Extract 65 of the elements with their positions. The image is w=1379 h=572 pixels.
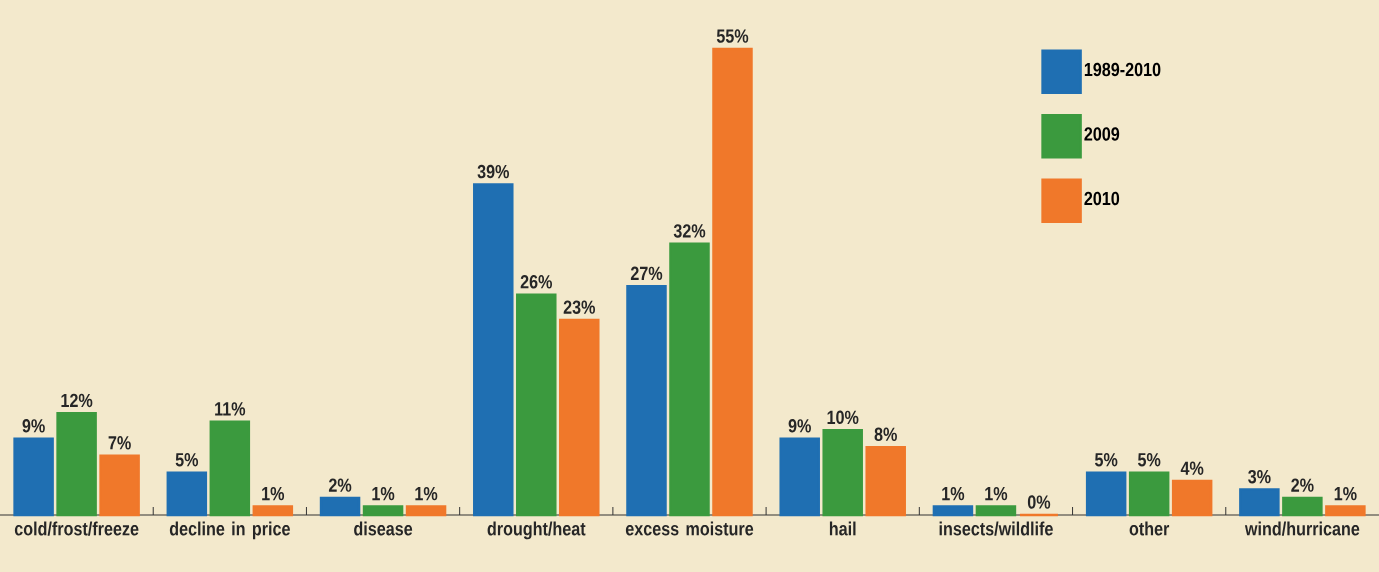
bar [209, 420, 251, 517]
legend-label: 1989-2010 [1084, 62, 1161, 77]
bar [1128, 471, 1170, 517]
data-label: 3% [1248, 469, 1271, 484]
x-tick-label: insects/wildlife [939, 521, 1053, 536]
x-tick-label: decline in price [169, 521, 290, 540]
bar [1325, 505, 1366, 517]
x-tick-label: hail [829, 521, 856, 536]
x-tick-label: drought/heat [487, 521, 586, 540]
data-label: 2% [1291, 478, 1314, 492]
data-label: 5% [175, 453, 199, 467]
data-label: 26% [520, 275, 553, 289]
bar [1171, 479, 1213, 517]
data-label: 1% [372, 486, 395, 501]
bar [99, 454, 140, 517]
bar [405, 505, 447, 517]
bar [975, 505, 1017, 517]
data-label: 9% [22, 419, 45, 433]
data-label: 11% [215, 402, 246, 416]
legend-label: 2009 [1084, 127, 1120, 141]
bar [13, 437, 54, 517]
bar [932, 505, 974, 517]
bar [626, 284, 667, 517]
bar [559, 318, 600, 517]
data-label: 1% [262, 486, 285, 501]
x-tick-label: disease [354, 521, 413, 536]
data-label: 12% [61, 393, 93, 408]
x-tick-label: other [1129, 521, 1170, 536]
data-label: 32% [673, 224, 706, 238]
data-label: 39% [477, 164, 510, 179]
data-label: 5% [1094, 453, 1118, 467]
x-tick-label: excess moisture [625, 521, 754, 536]
data-label: 8% [874, 427, 897, 442]
data-label: 10% [827, 410, 859, 425]
data-label: 1% [985, 486, 1008, 501]
bar [712, 47, 753, 517]
bar [319, 496, 361, 517]
bar [1239, 488, 1280, 517]
bar [1085, 471, 1127, 517]
data-label: 4% [1180, 461, 1204, 475]
data-label: 55% [716, 29, 749, 43]
bar [166, 471, 208, 517]
data-label: 9% [788, 419, 811, 433]
data-label: 1% [415, 486, 438, 501]
x-tick-label: cold/frost/freeze [14, 521, 139, 536]
bar [473, 183, 514, 517]
data-label: 27% [630, 266, 663, 281]
data-label: 2% [328, 478, 352, 492]
bar [865, 445, 906, 517]
bar [56, 412, 97, 517]
x-tick-label: wind/hurricane [1244, 521, 1360, 536]
data-label: 7% [108, 436, 131, 450]
bar [1282, 496, 1323, 517]
legend-label: 2010 [1084, 191, 1120, 206]
bar [516, 293, 557, 517]
data-label: 0% [1027, 495, 1051, 509]
bar [779, 437, 820, 517]
data-label: 23% [563, 300, 596, 314]
bar [822, 429, 863, 517]
bar [669, 242, 710, 517]
data-label: 1% [1334, 486, 1357, 501]
bar [362, 505, 404, 517]
bar [252, 505, 294, 517]
data-label: 1% [942, 486, 965, 501]
data-label: 5% [1137, 453, 1161, 467]
